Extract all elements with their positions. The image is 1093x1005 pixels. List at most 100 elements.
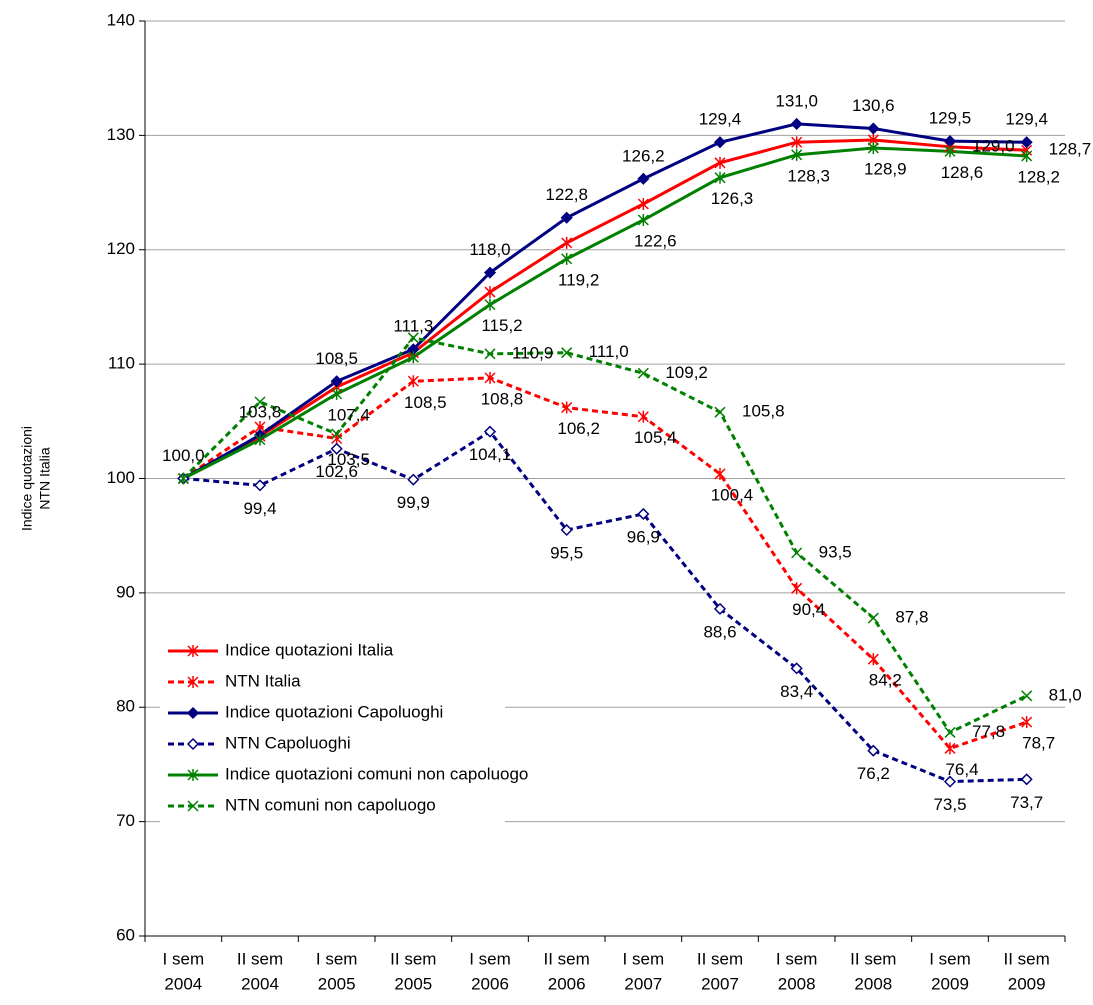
- series-line: [183, 429, 1027, 784]
- data-label: 131,0: [775, 91, 818, 110]
- marker: [791, 148, 803, 161]
- legend-label: NTN comuni non capoluogo: [225, 795, 436, 814]
- marker: [407, 375, 419, 388]
- marker-shape: [943, 775, 957, 788]
- x-tick-label: 2009: [931, 974, 969, 993]
- marker-shape: [944, 742, 956, 755]
- marker: [867, 141, 879, 154]
- marker-shape: [791, 148, 803, 161]
- marker-shape: [1020, 136, 1033, 149]
- data-label: 111,0: [589, 342, 629, 361]
- data-label: 130,6: [852, 96, 895, 115]
- marker: [331, 387, 343, 400]
- marker: [637, 198, 649, 210]
- marker-shape: [560, 523, 573, 537]
- marker-shape: [713, 136, 727, 149]
- y-tick-label: 130: [107, 125, 135, 144]
- marker-shape: [484, 371, 496, 384]
- marker: [561, 347, 573, 359]
- marker: [867, 653, 879, 666]
- marker-shape: [791, 547, 803, 559]
- x-tick-label: I sem: [623, 949, 665, 968]
- marker-shape: [791, 136, 803, 149]
- marker-shape: [407, 473, 420, 486]
- marker-shape: [637, 198, 649, 210]
- marker-shape: [714, 171, 726, 184]
- x-tick-label: 2006: [471, 974, 509, 993]
- marker-shape: [943, 135, 957, 148]
- y-tick-label: 80: [116, 697, 135, 716]
- marker-shape: [561, 401, 573, 414]
- data-label: 129,4: [699, 110, 742, 129]
- marker: [943, 775, 957, 788]
- marker-shape: [331, 428, 343, 440]
- series-line: [182, 122, 1027, 480]
- marker: [186, 706, 200, 720]
- marker: [637, 172, 650, 185]
- x-tick-label: II sem: [237, 949, 283, 968]
- marker: [790, 662, 803, 675]
- marker: [714, 406, 726, 418]
- marker-shape: [944, 145, 956, 158]
- marker: [1020, 773, 1033, 786]
- data-label: 118,0: [469, 240, 510, 259]
- data-label: 99,9: [397, 493, 430, 512]
- marker-shape: [187, 676, 199, 688]
- data-label: 84,2: [869, 671, 902, 690]
- marker-shape: [561, 236, 573, 249]
- data-label: 128,7: [1049, 140, 1092, 159]
- data-label: 129,5: [929, 109, 972, 128]
- legend-label: Indice quotazioni Italia: [225, 640, 394, 659]
- data-label: 122,8: [545, 185, 588, 204]
- data-label: 109,2: [665, 363, 708, 382]
- marker-shape: [714, 467, 726, 480]
- legend-label: Indice quotazioni Capoluoghi: [225, 702, 443, 721]
- data-label: 108,5: [315, 349, 358, 368]
- legend-box: [160, 635, 505, 827]
- x-tick-label: II sem: [390, 949, 436, 968]
- marker-shape: [790, 117, 803, 130]
- marker: [177, 472, 189, 485]
- marker: [484, 286, 496, 299]
- data-label: 105,8: [742, 402, 785, 421]
- data-label: 108,8: [481, 389, 524, 408]
- marker: [330, 442, 343, 455]
- marker-shape: [407, 351, 419, 364]
- data-label: 102,6: [315, 462, 358, 481]
- marker-shape: [253, 479, 267, 492]
- marker-shape: [714, 156, 726, 169]
- marker: [713, 602, 727, 615]
- x-tick-label: 2005: [394, 974, 432, 993]
- marker: [791, 547, 803, 559]
- legend-label: NTN Capoluoghi: [225, 733, 351, 752]
- marker: [483, 266, 497, 279]
- marker: [637, 507, 650, 521]
- y-axis-label: NTN Italia: [37, 447, 53, 509]
- x-tick-label: 2009: [1008, 974, 1046, 993]
- marker: [407, 351, 419, 364]
- marker-shape: [1021, 716, 1033, 729]
- x-tick-label: II sem: [1004, 949, 1050, 968]
- data-label: 93,5: [819, 542, 852, 561]
- series-line: [182, 138, 1027, 480]
- marker: [637, 410, 649, 423]
- marker-shape: [1021, 149, 1033, 162]
- marker-shape: [713, 602, 727, 615]
- marker: [943, 135, 957, 148]
- marker: [944, 726, 956, 738]
- data-label: 73,5: [933, 795, 966, 814]
- marker-shape: [330, 442, 343, 455]
- marker: [331, 428, 343, 440]
- x-tick-label: 2007: [701, 974, 739, 993]
- x-tick-label: I sem: [929, 949, 971, 968]
- data-label: 105,4: [634, 428, 677, 447]
- marker-shape: [867, 653, 879, 666]
- marker-shape: [637, 214, 649, 227]
- marker-shape: [484, 286, 496, 299]
- data-label: 129,4: [1005, 110, 1048, 129]
- data-label: 103,5: [327, 450, 370, 469]
- marker: [253, 479, 267, 492]
- marker: [484, 371, 496, 384]
- marker-shape: [867, 744, 880, 757]
- data-label: 99,4: [243, 499, 276, 518]
